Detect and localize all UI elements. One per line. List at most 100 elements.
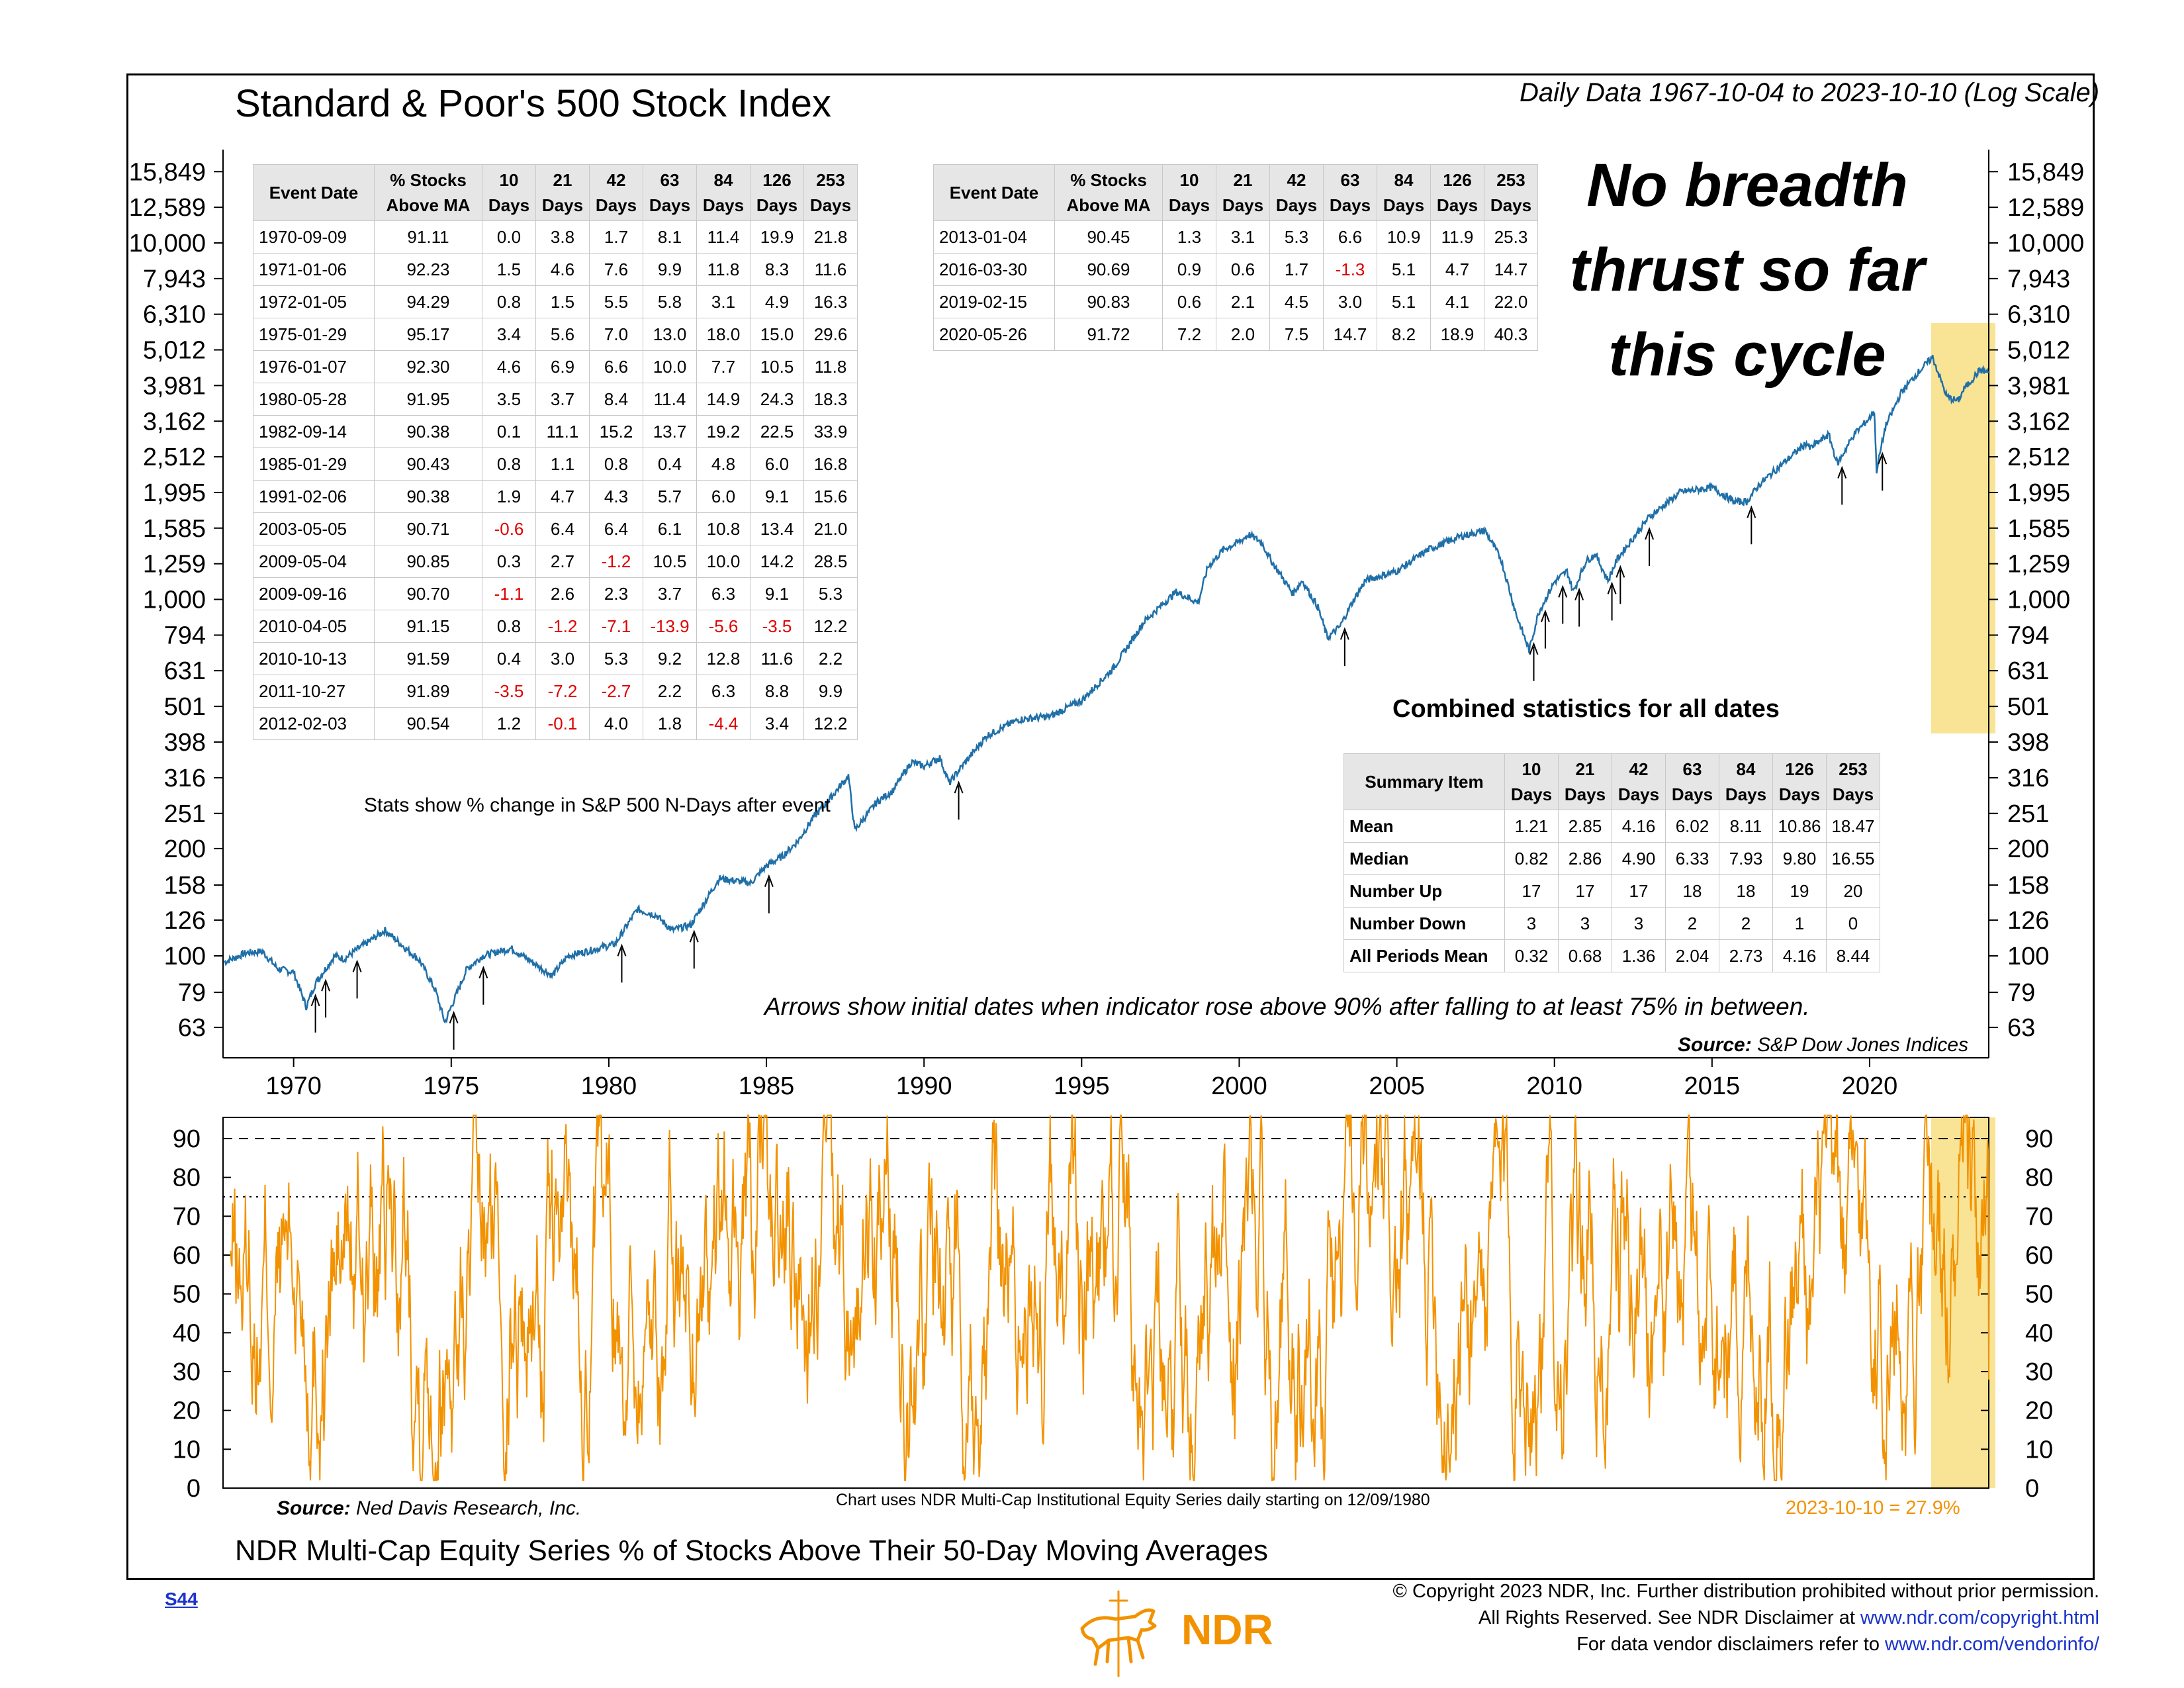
x-tick-label: 2000 xyxy=(1211,1072,1267,1100)
disclaimer-text: All Rights Reserved. See NDR Disclaimer … xyxy=(1479,1607,1860,1628)
vendor-link[interactable]: www.ndr.com/vendorinfo/ xyxy=(1885,1634,2099,1655)
bottom-y-label-right: 60 xyxy=(2025,1242,2053,1270)
table-header: 21 Days xyxy=(535,164,590,221)
annotation-line-1: No breadth xyxy=(1586,152,1908,219)
table-cell: 10.5 xyxy=(750,350,804,383)
table-cell: 91.95 xyxy=(374,383,482,416)
copyright-line: © Copyright 2023 NDR, Inc. Further distr… xyxy=(1392,1581,2099,1602)
table-cell: 0.0 xyxy=(482,220,536,254)
table-cell: 90.54 xyxy=(374,707,482,740)
summary-cell: 3 xyxy=(1504,907,1559,940)
summary-cell: 4.16 xyxy=(1772,939,1827,972)
bottom-y-label-right: 80 xyxy=(2025,1164,2053,1192)
table-cell: 5.6 xyxy=(535,318,590,351)
table-cell: 0.4 xyxy=(643,447,697,481)
table-header: Event Date xyxy=(933,164,1055,221)
y-tick-label-left: 200 xyxy=(164,835,206,863)
bottom-y-label-left: 40 xyxy=(173,1319,201,1347)
table-cell: 11.4 xyxy=(643,383,697,416)
y-tick-label-left: 3,162 xyxy=(143,408,206,436)
latest-value: 2023-10-10 = 27.9% xyxy=(1786,1497,1960,1519)
summary-label: Mean xyxy=(1343,810,1505,843)
y-tick-label-left: 5,012 xyxy=(143,337,206,365)
table-cell: 13.7 xyxy=(643,415,697,448)
summary-header: 42 Days xyxy=(1612,753,1666,810)
event-date-cell: 1982-09-14 xyxy=(253,415,375,448)
bottom-y-label-right: 50 xyxy=(2025,1281,2053,1309)
event-date-cell: 2010-10-13 xyxy=(253,642,375,675)
y-tick-label-left: 398 xyxy=(164,729,206,757)
event-arrow-head xyxy=(478,965,488,979)
table-cell: 7.0 xyxy=(589,318,643,351)
table-cell: 3.7 xyxy=(643,577,697,610)
bottom-y-label-left: 80 xyxy=(173,1164,201,1192)
table-cell: 6.4 xyxy=(535,512,590,545)
y-tick-label-right: 631 xyxy=(2007,657,2049,685)
table-cell: 5.3 xyxy=(803,577,858,610)
y-tick-label-right: 100 xyxy=(2007,943,2049,970)
y-tick-label-right: 6,310 xyxy=(2007,301,2070,329)
summary-cell: 8.11 xyxy=(1719,810,1773,843)
y-tick-label-right: 1,585 xyxy=(2007,515,2070,543)
summary-cell: 17 xyxy=(1558,874,1612,908)
summary-cell: 4.90 xyxy=(1612,842,1666,875)
table-cell: 5.8 xyxy=(643,285,697,318)
table-cell: 9.1 xyxy=(750,480,804,513)
table-cell: 19.2 xyxy=(696,415,751,448)
y-tick-label-left: 12,589 xyxy=(129,194,206,222)
summary-cell: 2.86 xyxy=(1558,842,1612,875)
y-tick-label-right: 200 xyxy=(2007,835,2049,863)
table-header: 126 Days xyxy=(750,164,804,221)
table-cell: 14.2 xyxy=(750,545,804,578)
table-cell: 91.59 xyxy=(374,642,482,675)
table-cell: 0.9 xyxy=(1162,253,1216,286)
table-row: 2019-02-15 90.83 0.6 2.1 4.5 3.0 5.1 4.1 22.0 xyxy=(933,285,1538,318)
table-cell: 24.3 xyxy=(750,383,804,416)
source-top-text: S&P Dow Jones Indices xyxy=(1757,1034,1969,1056)
summary-header: 10 Days xyxy=(1504,753,1559,810)
table-row: 1976-01-07 92.30 4.6 6.9 6.6 10.0 7.7 10.5 11.8 xyxy=(253,350,858,383)
event-arrow-head xyxy=(1878,451,1888,465)
page-link-s44[interactable]: S44 xyxy=(165,1589,198,1609)
y-tick-label-left: 1,585 xyxy=(143,515,206,543)
table-cell: 3.1 xyxy=(1216,220,1270,254)
table-cell: 0.4 xyxy=(482,642,536,675)
y-tick-label-left: 631 xyxy=(164,657,206,685)
table-cell: 13.0 xyxy=(643,318,697,351)
table-cell: -5.6 xyxy=(696,610,751,643)
table-cell: 94.29 xyxy=(374,285,482,318)
summary-header: 126 Days xyxy=(1772,753,1827,810)
summary-cell: 6.33 xyxy=(1665,842,1719,875)
summary-cell: 2.73 xyxy=(1719,939,1773,972)
event-arrow-head xyxy=(1340,627,1349,640)
y-tick-label-left: 501 xyxy=(164,693,206,721)
summary-row: Number Up 17 17 17 18 18 19 20 xyxy=(1343,874,1880,908)
table-cell: -7.1 xyxy=(589,610,643,643)
table-row: 2003-05-05 90.71 -0.6 6.4 6.4 6.1 10.8 13.4 21.0 xyxy=(253,512,858,545)
bottom-y-label-right: 30 xyxy=(2025,1358,2053,1386)
x-tick-label: 1995 xyxy=(1054,1072,1110,1100)
table-cell: 5.1 xyxy=(1377,253,1431,286)
table-cell: 11.9 xyxy=(1430,220,1484,254)
table-cell: 3.8 xyxy=(535,220,590,254)
table-cell: 8.1 xyxy=(643,220,697,254)
y-tick-label-left: 316 xyxy=(164,765,206,792)
table-cell: 4.6 xyxy=(535,253,590,286)
table-cell: 5.3 xyxy=(1269,220,1324,254)
table-cell: 8.3 xyxy=(750,253,804,286)
table-cell: 25.3 xyxy=(1484,220,1538,254)
table-cell: 9.9 xyxy=(643,253,697,286)
summary-cell: 4.16 xyxy=(1612,810,1666,843)
event-arrow-head xyxy=(449,1010,459,1024)
summary-cell: 3 xyxy=(1558,907,1612,940)
table-cell: 3.4 xyxy=(482,318,536,351)
table-cell: 15.6 xyxy=(803,480,858,513)
y-tick-label-left: 100 xyxy=(164,943,206,970)
copyright-link[interactable]: www.ndr.com/copyright.html xyxy=(1860,1607,2099,1628)
table-row: 1980-05-28 91.95 3.5 3.7 8.4 11.4 14.9 24.3 18.3 xyxy=(253,383,858,416)
vendor-line: For data vendor disclaimers refer to www… xyxy=(1393,1631,2099,1658)
summary-row: Number Down 3 3 3 2 2 1 0 xyxy=(1343,907,1880,940)
table-cell: -1.3 xyxy=(1323,253,1377,286)
table-cell: 91.11 xyxy=(374,220,482,254)
event-arrow-head xyxy=(352,959,362,972)
